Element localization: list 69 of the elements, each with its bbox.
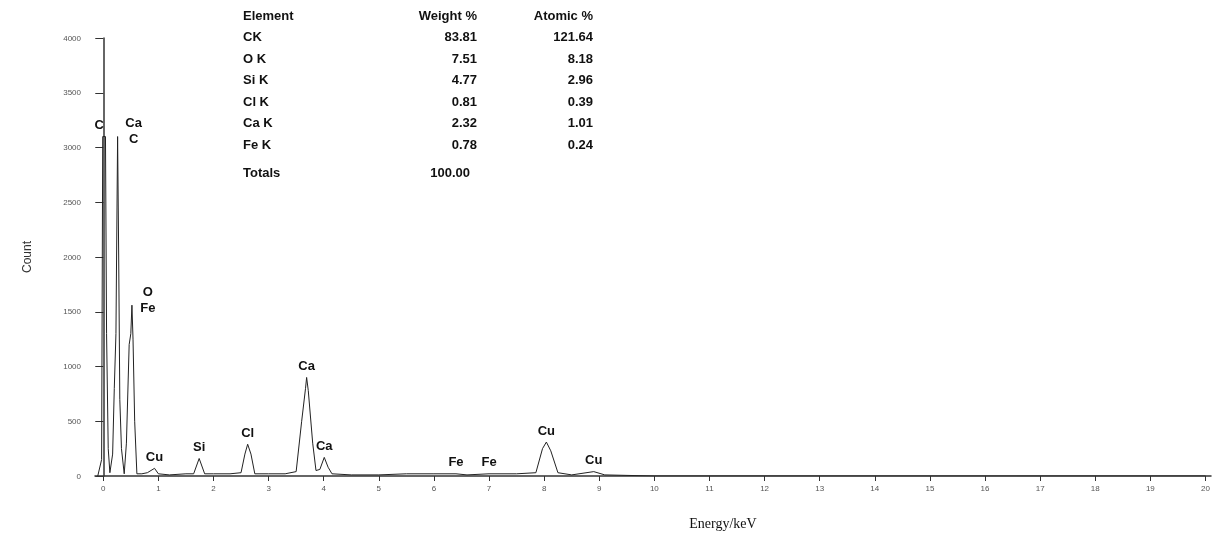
annotation: C [128,131,139,147]
annotation: 2.96 [567,72,593,87]
annotation: 4.77 [451,72,477,87]
annotation: Cu [585,452,603,468]
annotation: 1.01 [567,115,593,130]
annotation: 0.81 [451,93,477,109]
y-tick-label: 1500 [63,307,82,317]
annotation: Cu [537,422,556,438]
text: Element [243,7,295,23]
x-tick-label: 4 [321,483,327,493]
annotation: Si [193,438,206,454]
annotation: 100.00 [430,164,470,180]
x-tick-label: 11 [705,483,715,493]
x-tick-label: 20 [1201,483,1211,493]
annotation: 7.51 [451,50,477,66]
y-tick-label: 0 [76,471,82,481]
x-tick-label: 9 [597,483,603,493]
y-tick-label: 3500 [63,88,82,98]
y-tick-label: 3000 [63,143,82,152]
x-tick-label: 10 [649,483,660,493]
y-tick-label: 4000 [63,33,82,43]
annotation: Ca [125,115,143,131]
x-tick-label: 5 [376,483,382,493]
x-tick-label: 3 [266,483,272,493]
x-tick-label: 16 [980,483,991,493]
annotation: 0.78 [451,136,477,152]
annotation: Ca [298,357,316,373]
x-tick-label: 6 [431,483,437,493]
x-tick-label: 0 [101,483,107,493]
y-tick-label: 2500 [63,197,82,207]
annotation: Si K [243,72,269,87]
annotation: O [142,283,153,299]
annotation: Fe K [243,136,272,152]
x-tick-label: 12 [760,483,770,493]
annotation: Ca K [243,115,274,130]
annotation: 0.24 [567,136,594,152]
annotation: O K [243,50,267,66]
x-tick-label: 8 [541,483,547,493]
x-tick-label: 18 [1090,483,1101,493]
annotation: Totals [243,164,281,180]
x-tick-label: 7 [486,483,492,493]
text: Atomic % [533,7,594,23]
y-tick-label: 500 [67,416,82,426]
annotation: 83.81 [444,29,477,44]
annotation: 121.64 [553,29,594,44]
y-tick-label: 2000 [63,252,82,262]
x-tick-label: 13 [815,483,825,493]
y-axis-title: Count [20,240,34,274]
annotation: Cl [241,424,255,440]
annotation: 8.18 [567,50,593,66]
x-tick-label: 14 [870,483,880,493]
annotation: Ca [315,437,334,453]
y-tick-label: 1000 [63,362,82,371]
annotation: Cu [145,448,164,464]
annotation: Fe [481,454,497,470]
annotation: 0.39 [567,93,593,109]
annotation: Cl K [243,93,270,109]
x-axis-title: Energy/keV [689,515,757,531]
x-tick-label: 2 [211,483,217,493]
annotation: CK [243,29,263,44]
x-tick-label: 15 [925,483,935,493]
line-series [97,136,1206,477]
annotation: 2.32 [451,115,477,130]
x-tick-label: 19 [1145,483,1156,493]
text: Weight % [418,7,478,23]
x-tick-label: 1 [156,483,162,493]
x-tick-label: 17 [1035,483,1046,493]
annotation: Fe [448,454,464,470]
annotation: Fe [140,299,156,315]
